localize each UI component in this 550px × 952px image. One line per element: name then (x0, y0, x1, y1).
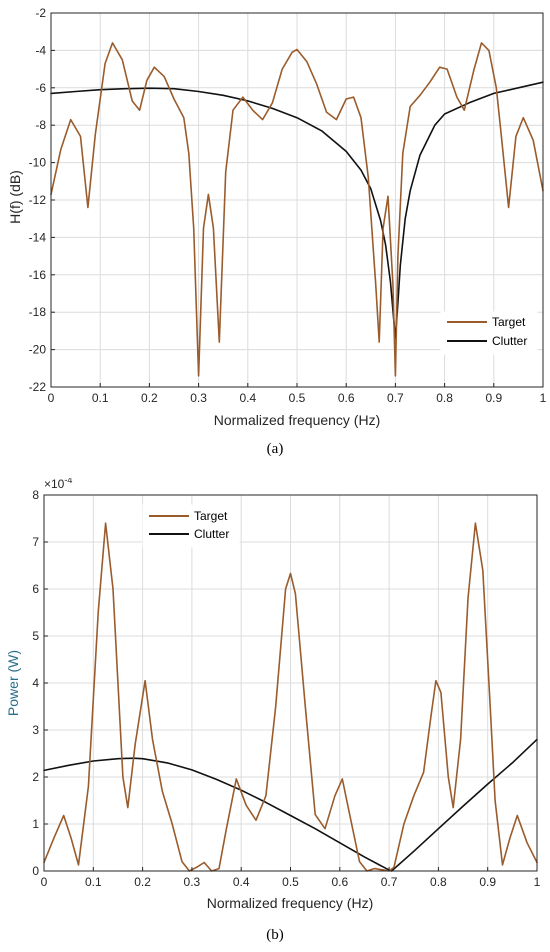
y-tick-label: -12 (29, 193, 47, 207)
legend-label-target: Target (492, 315, 526, 329)
legend-label-clutter: Clutter (492, 334, 527, 348)
x-axis-label: Normalized frequency (Hz) (207, 895, 374, 911)
x-axis-label: Normalized frequency (Hz) (214, 412, 381, 428)
plot-lines (43, 522, 538, 872)
y-tick-label: 1 (32, 817, 39, 831)
x-tick-label: 0.4 (239, 391, 256, 405)
plot-lines (50, 42, 544, 377)
x-ticks: 0 0.1 0.2 0.3 0.4 0.5 0.6 0.7 0.8 0.9 1 (41, 867, 541, 889)
x-tick-label: 0.6 (338, 391, 355, 405)
legend-label-target: Target (194, 509, 228, 523)
x-tick-label: 0.2 (134, 875, 151, 889)
x-tick-label: 0.7 (381, 875, 398, 889)
y-tick-label: -18 (29, 305, 47, 319)
series-line-target (43, 522, 538, 872)
x-tick-label: 0.7 (387, 391, 404, 405)
x-tick-label: 0.2 (141, 391, 158, 405)
caption-a: (a) (266, 441, 284, 457)
y-tick-label: -20 (29, 343, 47, 357)
y-tick-label: 0 (32, 864, 39, 878)
y-tick-label: -14 (29, 230, 47, 244)
y-tick-label: -10 (29, 156, 47, 170)
x-tick-label: 0.9 (479, 875, 496, 889)
x-tick-label: 0.5 (289, 391, 306, 405)
x-tick-label: 0.4 (233, 875, 250, 889)
x-tick-label: 0.3 (190, 391, 207, 405)
y-tick-label: 4 (32, 676, 39, 690)
x-tick-label: 0.9 (485, 391, 502, 405)
x-tick-label: 1 (540, 391, 547, 405)
x-tick-label: 0.6 (331, 875, 348, 889)
y-tick-label: -2 (35, 6, 46, 20)
x-tick-label: 0 (48, 391, 55, 405)
legend-box (440, 311, 538, 355)
legend: Target Clutter (440, 311, 538, 355)
y-tick-label: -22 (29, 380, 47, 394)
chart-b: 0 0.1 0.2 0.3 0.4 0.5 0.6 0.7 0.8 0.9 1 012345678 … (5, 478, 541, 911)
y-tick-label: -4 (35, 43, 46, 57)
y-tick-label: 8 (32, 488, 39, 502)
y-tick-label: 2 (32, 770, 39, 784)
exponent-label: ×10-4 (44, 478, 72, 491)
y-tick-label: 5 (32, 629, 39, 643)
y-ticks: -22 -20 -18 -16 -14 -12 -10 -8 -6 -4 -2 (29, 6, 55, 394)
y-axis-label: Power (W) (5, 650, 21, 716)
y-tick-label: 3 (32, 723, 39, 737)
y-ticks: 0 1 2 3 4 5 6 7 8 (32, 488, 48, 878)
x-tick-label: 0.5 (282, 875, 299, 889)
y-tick-label: 7 (32, 535, 39, 549)
y-tick-label: 6 (32, 582, 39, 596)
x-tick-label: 1 (534, 875, 541, 889)
x-tick-label: 0.1 (92, 391, 109, 405)
x-tick-label: 0.8 (430, 875, 447, 889)
y-axis-label: H(f) (dB) (7, 170, 23, 224)
legend-box (142, 504, 240, 548)
series-line-target (50, 42, 544, 377)
legend: Target Clutter (142, 504, 240, 548)
y-tick-label: -16 (29, 268, 47, 282)
legend-label-clutter: Clutter (194, 527, 229, 541)
x-tick-label: 0.3 (184, 875, 201, 889)
chart-a: 0 0.1 0.2 0.3 0.4 0.5 0.6 0.7 0.8 0.9 1 -22-20-18-… (7, 6, 547, 428)
y-tick-label: -6 (35, 81, 46, 95)
caption-b: (b) (266, 927, 284, 943)
x-tick-label: 0.1 (85, 875, 102, 889)
series-line-clutter (50, 81, 544, 340)
y-tick-label: -8 (35, 118, 46, 132)
series-line-clutter (43, 738, 538, 872)
x-tick-label: 0 (41, 875, 48, 889)
x-tick-label: 0.8 (436, 391, 453, 405)
x-ticks: 0 0.1 0.2 0.3 0.4 0.5 0.6 0.7 0.8 0.9 1 (48, 383, 547, 405)
